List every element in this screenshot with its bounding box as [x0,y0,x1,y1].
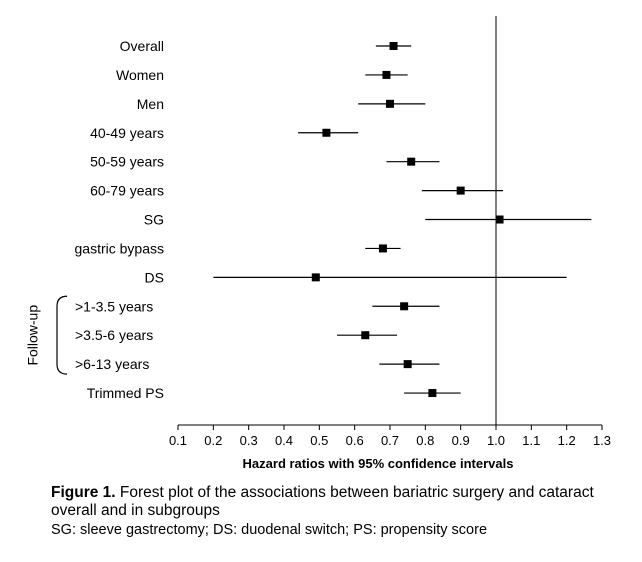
x-tick-label: 1.3 [593,433,611,448]
row-label: >6-13 years [75,356,149,372]
row-label: Overall [120,38,164,54]
row-label: >3.5-6 years [75,327,153,343]
caption-title: Figure 1. Forest plot of the association… [51,484,631,520]
x-tick-label: 1.2 [558,433,576,448]
forest-row: DS [145,269,567,285]
forest-row: >6-13 years [75,356,440,372]
row-label: >1-3.5 years [75,298,153,314]
x-tick-label: 0.2 [204,433,222,448]
row-label: Trimmed PS [87,385,164,401]
hazard-ratio-point [400,302,409,311]
x-tick-label: 0.8 [416,433,434,448]
figure-caption: Figure 1. Forest plot of the association… [51,484,631,539]
hazard-ratio-point [386,99,394,108]
x-tick-label: 1.0 [487,433,505,448]
follow-up-bracket [56,295,68,375]
forest-row: >3.5-6 years [75,327,398,343]
forest-row: gastric bypass [75,240,401,256]
row-label: DS [145,269,164,285]
rows-layer: Overall Women Men 40-49 years 50-59 years 60-… [75,38,592,401]
row-label: Men [137,96,164,112]
hazard-ratio-point [311,273,320,282]
forest-row: >1-3.5 years [75,298,440,314]
row-label: 40-49 years [90,125,164,141]
forest-row: Trimmed PS [87,385,461,401]
caption-figure-label: Figure 1. [51,484,116,501]
hazard-ratio-point [361,331,370,340]
hazard-ratio-point [403,360,412,369]
forest-row: 50-59 years [90,154,440,170]
x-tick-label: 0.7 [381,433,399,448]
row-label: Women [116,67,164,83]
x-tick-label: 0.9 [452,433,470,448]
forest-row: Women [116,67,408,83]
caption-abbreviations: SG: sleeve gastrectomy; DS: duodenal swi… [51,522,488,538]
x-tick-label: 0.1 [169,433,187,448]
follow-up-label: Follow-up [25,305,41,366]
x-axis-label: Hazard ratios with 95% confidence interv… [243,456,514,471]
forest-plot: Overall Women Men 40-49 years 50-59 years 60-… [25,16,611,471]
row-label: 50-59 years [90,154,164,170]
x-tick-label: 0.6 [346,433,364,448]
forest-row: Men [137,96,426,112]
x-tick-label: 0.3 [240,433,258,448]
row-label: 60-79 years [90,183,164,199]
hazard-ratio-point [382,70,391,79]
hazard-ratio-point [428,389,437,398]
forest-row: 40-49 years [90,125,359,141]
x-tick-label: 1.1 [522,433,540,448]
x-tick-label: 0.4 [275,433,293,448]
x-tick-label: 0.5 [310,433,328,448]
row-label: SG [144,212,164,228]
forest-row: 60-79 years [90,183,504,199]
x-axis: 0.1 0.2 0.3 0.4 0.5 0.6 0.7 0.8 0.9 1.0 1.1 1.2 1.3 [169,424,611,448]
hazard-ratio-point [322,128,331,137]
hazard-ratio-point [378,244,387,253]
hazard-ratio-point [407,157,416,166]
row-label: gastric bypass [75,240,164,256]
forest-row: Overall [120,38,412,54]
hazard-ratio-point [389,42,398,50]
hazard-ratio-point [495,215,504,224]
caption-title-text: Forest plot of the associations between … [51,484,594,519]
hazard-ratio-point [456,186,465,195]
forest-row: SG [144,212,592,228]
